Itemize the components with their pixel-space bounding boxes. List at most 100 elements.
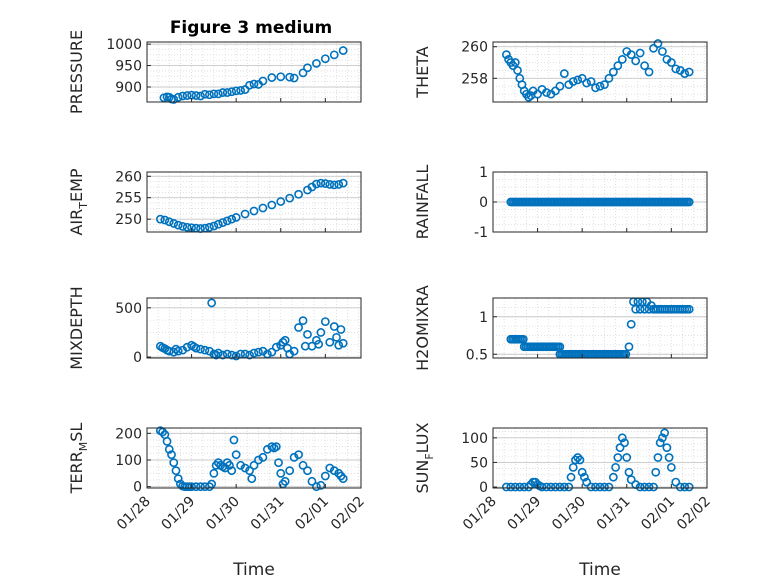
- data-point: [501, 482, 511, 492]
- y-tick-label: 260: [461, 40, 488, 56]
- y-axis-label: TERRMSL: [67, 423, 90, 495]
- data-point: [229, 435, 239, 445]
- data-point: [334, 340, 344, 350]
- data-point: [582, 477, 592, 487]
- data-point: [524, 482, 534, 492]
- data-point: [320, 54, 330, 64]
- y-axis-label: SUNFLUX: [413, 422, 436, 493]
- x-tick-label: 01/31: [594, 494, 634, 534]
- axes-frame: [146, 41, 362, 103]
- data-point: [611, 462, 621, 472]
- data-point: [662, 443, 672, 453]
- y-axis-label: PRESSURE: [67, 30, 86, 114]
- data-point: [196, 482, 205, 492]
- data-point: [167, 450, 176, 460]
- data-point: [325, 180, 335, 189]
- data-point: [510, 482, 520, 492]
- data-point: [249, 348, 259, 358]
- data-point: [245, 350, 254, 360]
- data-point: [218, 350, 228, 360]
- data-point: [178, 91, 188, 101]
- data-point: [671, 64, 681, 74]
- data-point: [254, 455, 263, 465]
- data-point: [254, 347, 263, 357]
- data-point: [245, 466, 254, 476]
- data-point: [332, 332, 341, 342]
- subplot-h2omixra: 0.5 1 H2OMIXRA: [413, 285, 708, 371]
- data-point: [231, 213, 241, 222]
- data-point: [501, 50, 511, 60]
- data-point: [294, 450, 303, 460]
- data-point: [171, 466, 181, 476]
- y-tick-label: 255: [115, 191, 142, 207]
- data-point: [604, 73, 614, 83]
- data-point: [200, 89, 210, 99]
- y-axis-label: THETA: [413, 46, 432, 98]
- figure-title: Figure 3 medium: [170, 18, 332, 38]
- data-point: [595, 81, 605, 91]
- data-point: [173, 92, 183, 102]
- y-tick-label: 0: [133, 480, 142, 496]
- y-tick-label: 100: [115, 453, 142, 469]
- data-point: [162, 436, 172, 446]
- data-point: [298, 460, 308, 470]
- data-point: [236, 460, 246, 470]
- data-point: [566, 472, 576, 482]
- data-point: [280, 335, 290, 345]
- y-tick-label: 900: [115, 80, 142, 96]
- data-point: [169, 219, 179, 228]
- x-tick-label: 01/29: [505, 494, 545, 534]
- data-point: [182, 91, 192, 100]
- data-point: [635, 48, 645, 58]
- data-point: [660, 428, 670, 438]
- data-point: [196, 344, 205, 354]
- data-point: [329, 466, 339, 476]
- x-tick-label: 01/30: [203, 494, 243, 534]
- data-point: [644, 67, 654, 77]
- subplot-air_temp: 250 255 260 AIRTEMP: [67, 168, 362, 236]
- data-point: [631, 56, 641, 66]
- y-tick-label: 50: [470, 455, 488, 471]
- data-point: [338, 178, 348, 188]
- data-point: [316, 480, 326, 490]
- axes-frame: [146, 427, 362, 489]
- data-point: [249, 460, 259, 470]
- data-point: [289, 452, 299, 462]
- data-point: [338, 46, 348, 55]
- y-axis-label: AIRTEMP: [67, 168, 90, 235]
- data-point: [546, 482, 556, 492]
- data-point: [289, 73, 299, 83]
- x-tick-label: 02/02: [674, 494, 714, 534]
- axes-frame: [146, 171, 362, 233]
- data-point: [635, 482, 645, 492]
- data-point: [227, 214, 237, 224]
- data-point: [336, 325, 346, 334]
- data-point: [271, 442, 281, 452]
- data-point: [213, 348, 223, 358]
- y-tick-label: 0: [133, 350, 142, 366]
- data-point: [231, 450, 241, 460]
- subplot-pressure: 900 950 1000 PRESSURE: [67, 30, 362, 114]
- data-point: [205, 222, 214, 232]
- data-point: [579, 472, 589, 482]
- data-point: [664, 453, 674, 462]
- data-point: [218, 88, 228, 97]
- data-point: [312, 59, 321, 68]
- data-point: [624, 342, 634, 352]
- data-point: [320, 317, 330, 327]
- y-tick-label: 1: [479, 310, 488, 326]
- data-point: [173, 474, 183, 484]
- data-point: [651, 467, 661, 477]
- data-point: [285, 466, 295, 476]
- y-tick-label: 1: [479, 165, 488, 181]
- data-point: [649, 482, 658, 492]
- data-point: [595, 482, 605, 492]
- y-tick-label: 0: [479, 195, 488, 211]
- data-point: [338, 338, 348, 348]
- x-tick-label: 01/28: [460, 494, 500, 534]
- y-tick-label: 0.5: [466, 347, 488, 363]
- data-point: [303, 63, 312, 73]
- data-point: [559, 482, 569, 492]
